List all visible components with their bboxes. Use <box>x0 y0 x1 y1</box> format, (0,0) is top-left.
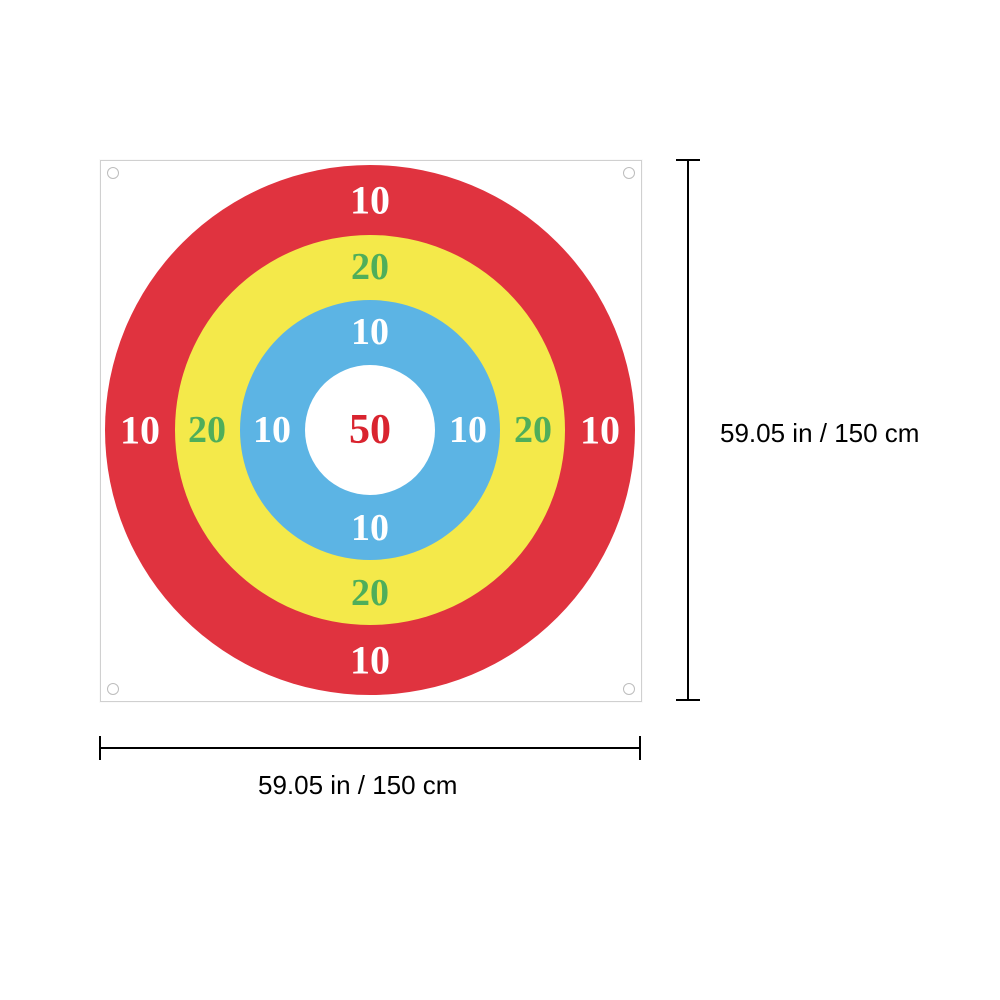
score-blue-top: 10 <box>351 310 389 354</box>
score-yellow-bottom: 20 <box>351 571 389 615</box>
dimension-label-height: 59.05 in / 150 cm <box>720 418 919 449</box>
score-blue-right: 10 <box>449 408 487 452</box>
score-red-right: 10 <box>580 407 620 454</box>
grommet-icon <box>623 167 635 179</box>
dimension-label-width: 59.05 in / 150 cm <box>258 770 457 801</box>
score-red-left: 10 <box>120 407 160 454</box>
dimension-cap-icon <box>639 736 641 760</box>
score-blue-left: 10 <box>253 408 291 452</box>
score-yellow-top: 20 <box>351 245 389 289</box>
grommet-icon <box>107 683 119 695</box>
dimension-line-horizontal <box>100 747 640 749</box>
grommet-icon <box>623 683 635 695</box>
score-center: 50 <box>349 406 391 454</box>
score-yellow-left: 20 <box>188 408 226 452</box>
dimension-cap-icon <box>99 736 101 760</box>
score-blue-bottom: 10 <box>351 506 389 550</box>
grommet-icon <box>107 167 119 179</box>
dimension-cap-icon <box>676 159 700 161</box>
score-red-bottom: 10 <box>350 637 390 684</box>
score-red-top: 10 <box>350 177 390 224</box>
dimension-line-vertical <box>687 160 689 700</box>
diagram-stage: 50 10 10 10 10 20 20 20 20 10 10 10 10 5… <box>0 0 1000 1000</box>
dimension-cap-icon <box>676 699 700 701</box>
score-yellow-right: 20 <box>514 408 552 452</box>
